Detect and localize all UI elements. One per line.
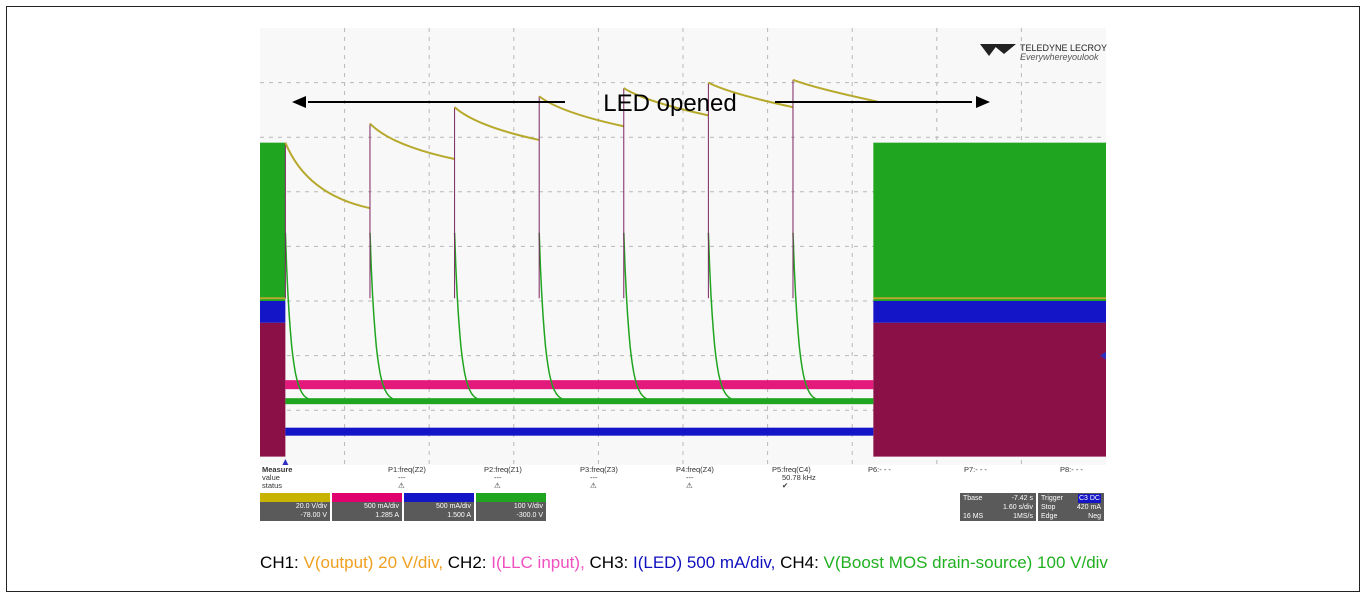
channel-box-c1[interactable]: 20.0 V/div -78.00 V — [260, 493, 330, 521]
brand-logo: TELEDYNE LECROY Everywhereyoulook — [1020, 43, 1108, 62]
measure-param-status: ✔ — [782, 481, 789, 490]
scope-screen: LED opened — [260, 28, 1106, 465]
measure-param-status: ⚠ — [398, 481, 405, 490]
c1-segment — [538, 95, 624, 128]
c4-spike — [792, 232, 824, 402]
channel-box-c2[interactable]: 500 mA/div 1.285 A — [332, 493, 402, 521]
caption-segment: CH3: — [589, 553, 633, 572]
measure-param-value: --- — [494, 473, 502, 482]
measure-param-value: --- — [398, 473, 406, 482]
c4-spike — [623, 232, 655, 402]
measure-param-label: P1:freq(Z2) — [388, 465, 426, 474]
caption-segment: CH4: — [780, 553, 824, 572]
c3-normal-region — [873, 301, 1106, 323]
c2-normal-region — [873, 322, 1106, 457]
c3-fault-band — [285, 427, 874, 436]
caption-segment: CH2: — [447, 553, 492, 572]
teledyne-logo-icon — [980, 44, 1016, 56]
measure-param-status: ⚠ — [494, 481, 501, 490]
arrow-head-left — [292, 96, 306, 108]
c1-segment — [707, 81, 794, 109]
c1-segment — [453, 106, 540, 141]
measure-param-status: ⚠ — [686, 481, 693, 490]
measure-table: Measure value status P1:freq(Z2) --- ⚠ P2:f… — [260, 465, 1106, 493]
c1-segment — [623, 87, 709, 117]
figure-caption: CH1: V(output) 20 V/div, CH2: I(LLC inpu… — [0, 553, 1368, 573]
caption-segment: CH1: — [260, 553, 304, 572]
oscilloscope-capture: LED opened TELEDYNE LECROY Everywhereyou… — [260, 28, 1108, 538]
c2-fault-band — [285, 380, 874, 390]
measure-heading: Measure — [262, 465, 293, 474]
caption-segment: V(output) 20 V/div, — [303, 553, 448, 572]
measure-param-label: P7:- - - — [964, 465, 987, 474]
c3-normal-region — [260, 301, 286, 323]
measure-param-value: 50.78 kHz — [782, 473, 816, 482]
caption-segment: I(LLC input), — [491, 553, 590, 572]
caption-segment: I(LED) 500 mA/div, — [632, 553, 781, 572]
c4-spike — [369, 232, 401, 402]
c4-fault-band — [285, 398, 874, 405]
measure-param-value: --- — [686, 473, 694, 482]
measure-param-label: P5:freq(C4) — [772, 465, 811, 474]
caption-segment: V(Boost MOS drain-source) 100 V/div — [823, 553, 1108, 572]
c1-segment — [284, 142, 371, 210]
c4-spike — [284, 232, 316, 402]
channel-box-c3[interactable]: 500 mA/div 1.500 A — [404, 493, 474, 521]
c2-normal-region — [260, 322, 286, 457]
annotation-label: LED opened — [603, 90, 736, 117]
measure-row-label: status — [262, 481, 283, 490]
figure-frame — [6, 6, 1360, 592]
measure-param-label: P6:- - - — [868, 465, 891, 474]
trigger-box[interactable]: Trigger C3 DC Stop 420 mA Edge Neg — [1038, 493, 1104, 521]
timebase-box[interactable]: Tbase -7.42 s 1.60 s/div 16 MS 1MS/s — [960, 493, 1036, 521]
measure-param-label: P2:freq(Z1) — [484, 465, 522, 474]
c1-segment — [369, 122, 455, 161]
measure-param-label: P3:freq(Z3) — [580, 465, 618, 474]
trigger-marker — [282, 459, 289, 465]
measure-param-label: P4:freq(Z4) — [676, 465, 714, 474]
c4-spike — [453, 232, 486, 402]
channel-box-c4[interactable]: 100 V/div -300.0 V — [476, 493, 546, 521]
arrow-head-right — [976, 96, 990, 108]
measure-row-label: value — [262, 473, 280, 482]
trigger-level-marker — [1100, 351, 1106, 360]
c1-segment — [792, 78, 878, 103]
c4-normal-region — [873, 142, 1106, 301]
c4-spike — [538, 232, 570, 402]
measure-param-status: ⚠ — [590, 481, 597, 490]
measure-param-value: --- — [590, 473, 598, 482]
c4-normal-region — [260, 142, 286, 301]
c4-spike — [707, 232, 739, 402]
measure-param-label: P8:- - - — [1060, 465, 1083, 474]
